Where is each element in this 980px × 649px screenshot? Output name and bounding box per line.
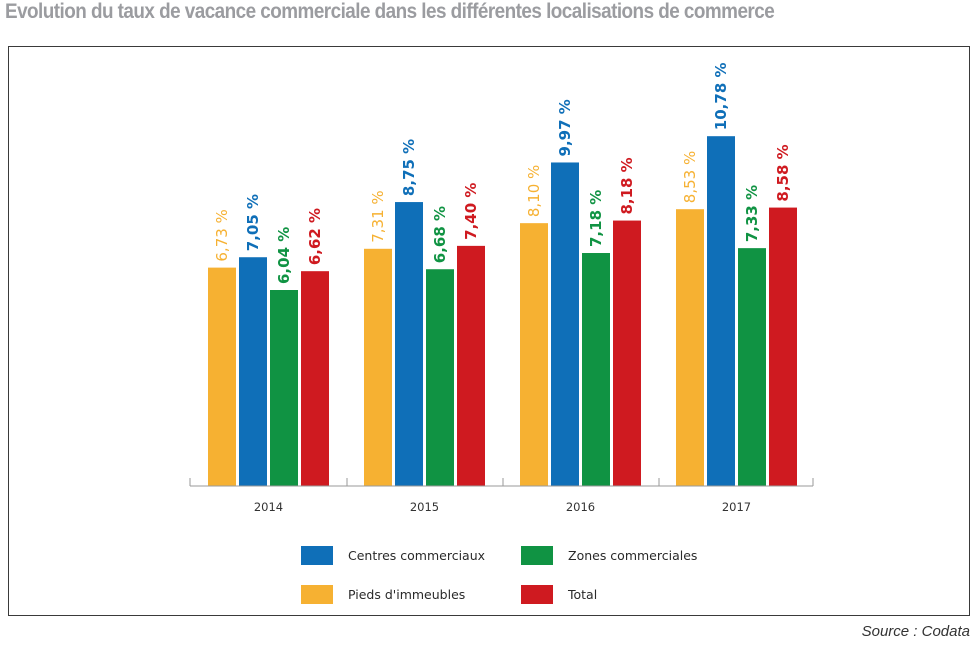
legend-swatch bbox=[301, 585, 333, 604]
bar-2014-series-0 bbox=[208, 267, 236, 486]
data-label: 9,97 % bbox=[556, 99, 574, 156]
data-label: 8,18 % bbox=[618, 157, 636, 214]
bar-2015-series-3 bbox=[457, 245, 485, 486]
bar-2014-series-3 bbox=[301, 271, 329, 486]
data-label: 8,53 % bbox=[681, 151, 699, 203]
data-label: 8,10 % bbox=[525, 165, 543, 217]
legend-swatch bbox=[301, 546, 333, 565]
legend-label: Pieds d'immeubles bbox=[348, 587, 465, 602]
bar-2015-series-2 bbox=[426, 269, 454, 486]
source-note: Source : Codata bbox=[861, 623, 970, 640]
x-tick-label: 2016 bbox=[566, 500, 595, 514]
legend-label: Zones commerciales bbox=[568, 548, 697, 563]
x-tick-label: 2017 bbox=[722, 500, 751, 514]
bar-2016-series-2 bbox=[582, 253, 610, 486]
bar-2015-series-1 bbox=[395, 202, 423, 486]
legend-label: Centres commerciaux bbox=[348, 548, 485, 563]
bar-2017-series-3 bbox=[769, 207, 797, 487]
data-label: 8,75 % bbox=[400, 139, 418, 196]
bar-2014-series-2 bbox=[270, 290, 298, 486]
bar-2015-series-0 bbox=[364, 248, 392, 486]
data-label: 6,68 % bbox=[431, 206, 449, 263]
bar-2017-series-0 bbox=[676, 209, 704, 486]
data-label: 6,04 % bbox=[275, 227, 293, 284]
bar-2017-series-2 bbox=[738, 248, 766, 486]
page-title: Evolution du taux de vacance commerciale… bbox=[5, 0, 775, 23]
data-label: 7,33 % bbox=[743, 185, 761, 242]
legend-swatch bbox=[521, 585, 553, 604]
bar-2017-series-1 bbox=[707, 136, 735, 486]
data-label: 7,05 % bbox=[244, 194, 262, 251]
bar-2016-series-0 bbox=[520, 223, 548, 486]
data-label: 10,78 % bbox=[712, 62, 730, 130]
bar-2016-series-1 bbox=[551, 162, 579, 486]
legend-swatch bbox=[521, 546, 553, 565]
data-label: 7,31 % bbox=[369, 190, 387, 242]
x-tick-label: 2014 bbox=[254, 500, 283, 514]
chart-frame: 6,73 % 7,31 % 8,10 % 8,53 % 7,05 % 8,75 % 9,97… bbox=[8, 46, 970, 616]
data-label: 6,73 % bbox=[213, 209, 231, 261]
bar-2014-series-1 bbox=[239, 257, 267, 486]
bar-2016-series-3 bbox=[613, 220, 641, 486]
legend-label: Total bbox=[567, 587, 597, 602]
bar-chart: 6,73 % 7,31 % 8,10 % 8,53 % 7,05 % 8,75 % 9,97… bbox=[189, 62, 814, 604]
data-label: 8,58 % bbox=[774, 144, 792, 201]
x-tick-label: 2015 bbox=[410, 500, 439, 514]
data-label: 7,18 % bbox=[587, 190, 605, 247]
data-label: 7,40 % bbox=[462, 183, 480, 240]
data-label: 6,62 % bbox=[306, 208, 324, 265]
